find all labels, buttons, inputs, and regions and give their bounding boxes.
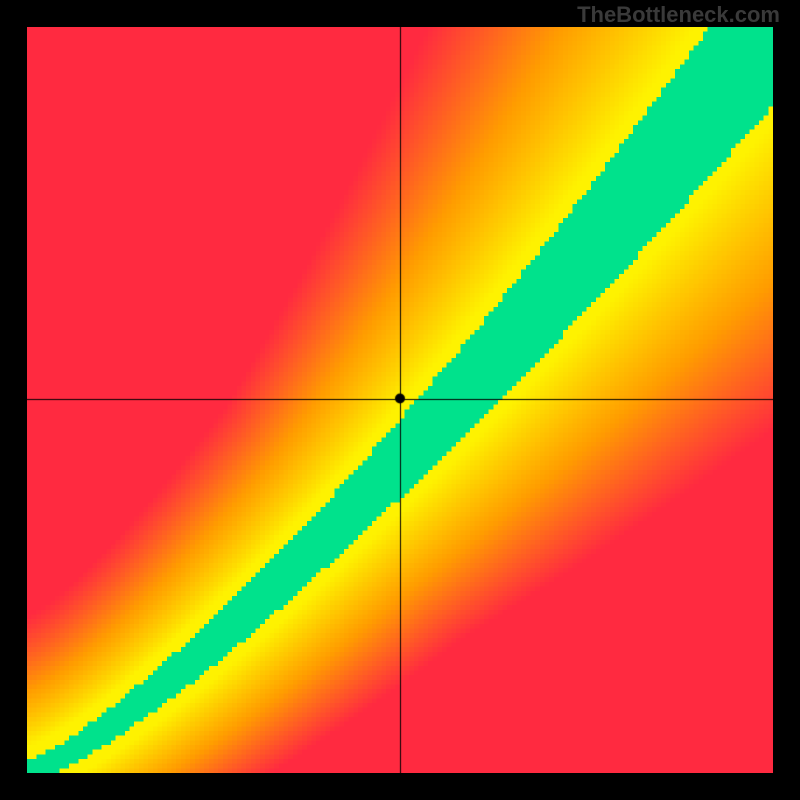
- chart-container: TheBottleneck.com: [0, 0, 800, 800]
- bottleneck-heatmap: [27, 27, 773, 773]
- watermark-text: TheBottleneck.com: [577, 2, 780, 28]
